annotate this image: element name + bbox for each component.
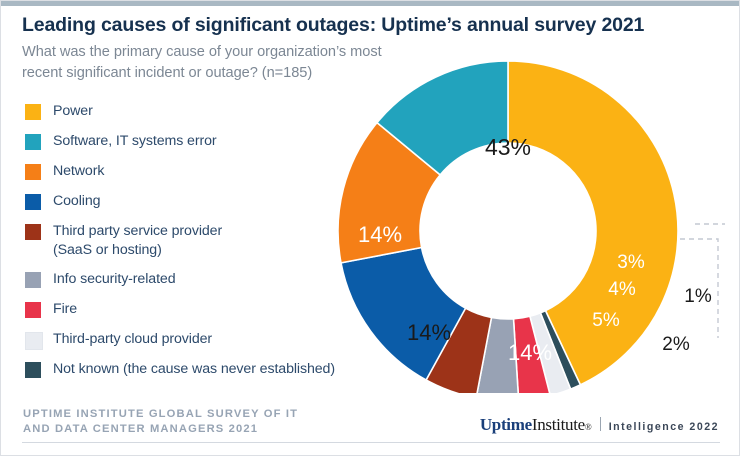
source-note: Uptime Institute Global Survey of IT and… xyxy=(23,407,403,436)
legend-item-1[interactable]: Software, IT systems error xyxy=(25,133,365,150)
source-note-line-1: Uptime Institute Global Survey of IT xyxy=(23,408,299,420)
legend-item-8[interactable]: Not known (the cause was never establish… xyxy=(25,361,365,378)
source-note-line-2: and Data Center Managers 2021 xyxy=(23,422,259,435)
legend-label: Software, IT systems error xyxy=(53,133,217,149)
legend-item-6[interactable]: Fire xyxy=(25,301,365,318)
brand-separator xyxy=(599,417,601,431)
legend-swatch-icon xyxy=(25,224,41,240)
legend-label: Not known (the cause was never establish… xyxy=(53,361,335,377)
top-accent-bar xyxy=(1,1,739,6)
slice-label-fire: 3% xyxy=(617,252,645,273)
page-title: Leading causes of significant outages: U… xyxy=(22,14,645,36)
legend-item-4[interactable]: Third party service provider (SaaS or hos… xyxy=(25,223,365,259)
legend-item-3[interactable]: Cooling xyxy=(25,193,365,210)
legend-label: Third-party cloud provider xyxy=(53,331,213,347)
legend-label: Third party service provider xyxy=(53,223,223,239)
legend-swatch-icon xyxy=(25,362,41,378)
subtitle-line-2: recent significant incident or outage? (… xyxy=(22,64,313,81)
legend-swatch-icon xyxy=(25,272,41,288)
legend-label-continued: (SaaS or hosting) xyxy=(53,242,162,258)
callout-line-not-known xyxy=(695,223,725,225)
legend-swatch-icon xyxy=(25,332,43,350)
legend-label: Power xyxy=(53,103,93,119)
legend-swatch-icon xyxy=(25,194,41,210)
legend-item-5[interactable]: Info security-related xyxy=(25,271,365,288)
legend-swatch-icon xyxy=(25,134,41,150)
donut-chart: 43% 1% 2% 3% 4% 5% 14% 14% 14% xyxy=(325,48,725,393)
chart-subtitle: What was the primary cause of your organ… xyxy=(22,42,442,83)
donut-chart-svg: 43% 1% 2% 3% 4% 5% 14% 14% 14% xyxy=(337,60,725,393)
registered-trademark-icon: ® xyxy=(584,422,592,432)
slice-label-not-known: 1% xyxy=(684,286,712,307)
brand-tagline: Intelligence 2022 xyxy=(608,421,719,433)
slice-label-cooling: 14% xyxy=(508,340,552,365)
legend-item-2[interactable]: Network xyxy=(25,163,365,180)
slice-label-cloud: 2% xyxy=(662,334,690,355)
slice-label-info-sec: 4% xyxy=(608,279,636,300)
brand-name-bold: Uptime xyxy=(479,415,532,434)
legend-label: Info security-related xyxy=(53,271,176,287)
slice-label-software: 14% xyxy=(358,222,402,247)
legend-swatch-icon xyxy=(25,164,41,180)
legend-swatch-icon xyxy=(25,104,41,120)
footer-divider xyxy=(22,442,720,443)
donut-slice-power[interactable] xyxy=(507,60,679,386)
slice-label-network: 14% xyxy=(407,320,451,345)
slice-label-power: 43% xyxy=(485,134,531,160)
slice-label-third-party: 5% xyxy=(592,310,620,331)
legend-label: Fire xyxy=(53,301,78,317)
legend-item-0[interactable]: Power xyxy=(25,103,365,120)
legend-swatch-icon xyxy=(25,302,41,318)
legend-label: Network xyxy=(53,163,105,179)
brand-name-rest: Institute xyxy=(531,415,585,434)
legend-item-7[interactable]: Third-party cloud provider xyxy=(25,331,365,350)
donut-slice-software[interactable] xyxy=(375,60,509,177)
uptime-institute-logo: Uptime Institute ® Intelligence 2022 xyxy=(479,415,719,434)
legend-label: Cooling xyxy=(53,193,101,209)
callout-line-cloud xyxy=(680,238,719,338)
subtitle-line-1: What was the primary cause of your organ… xyxy=(22,44,382,60)
